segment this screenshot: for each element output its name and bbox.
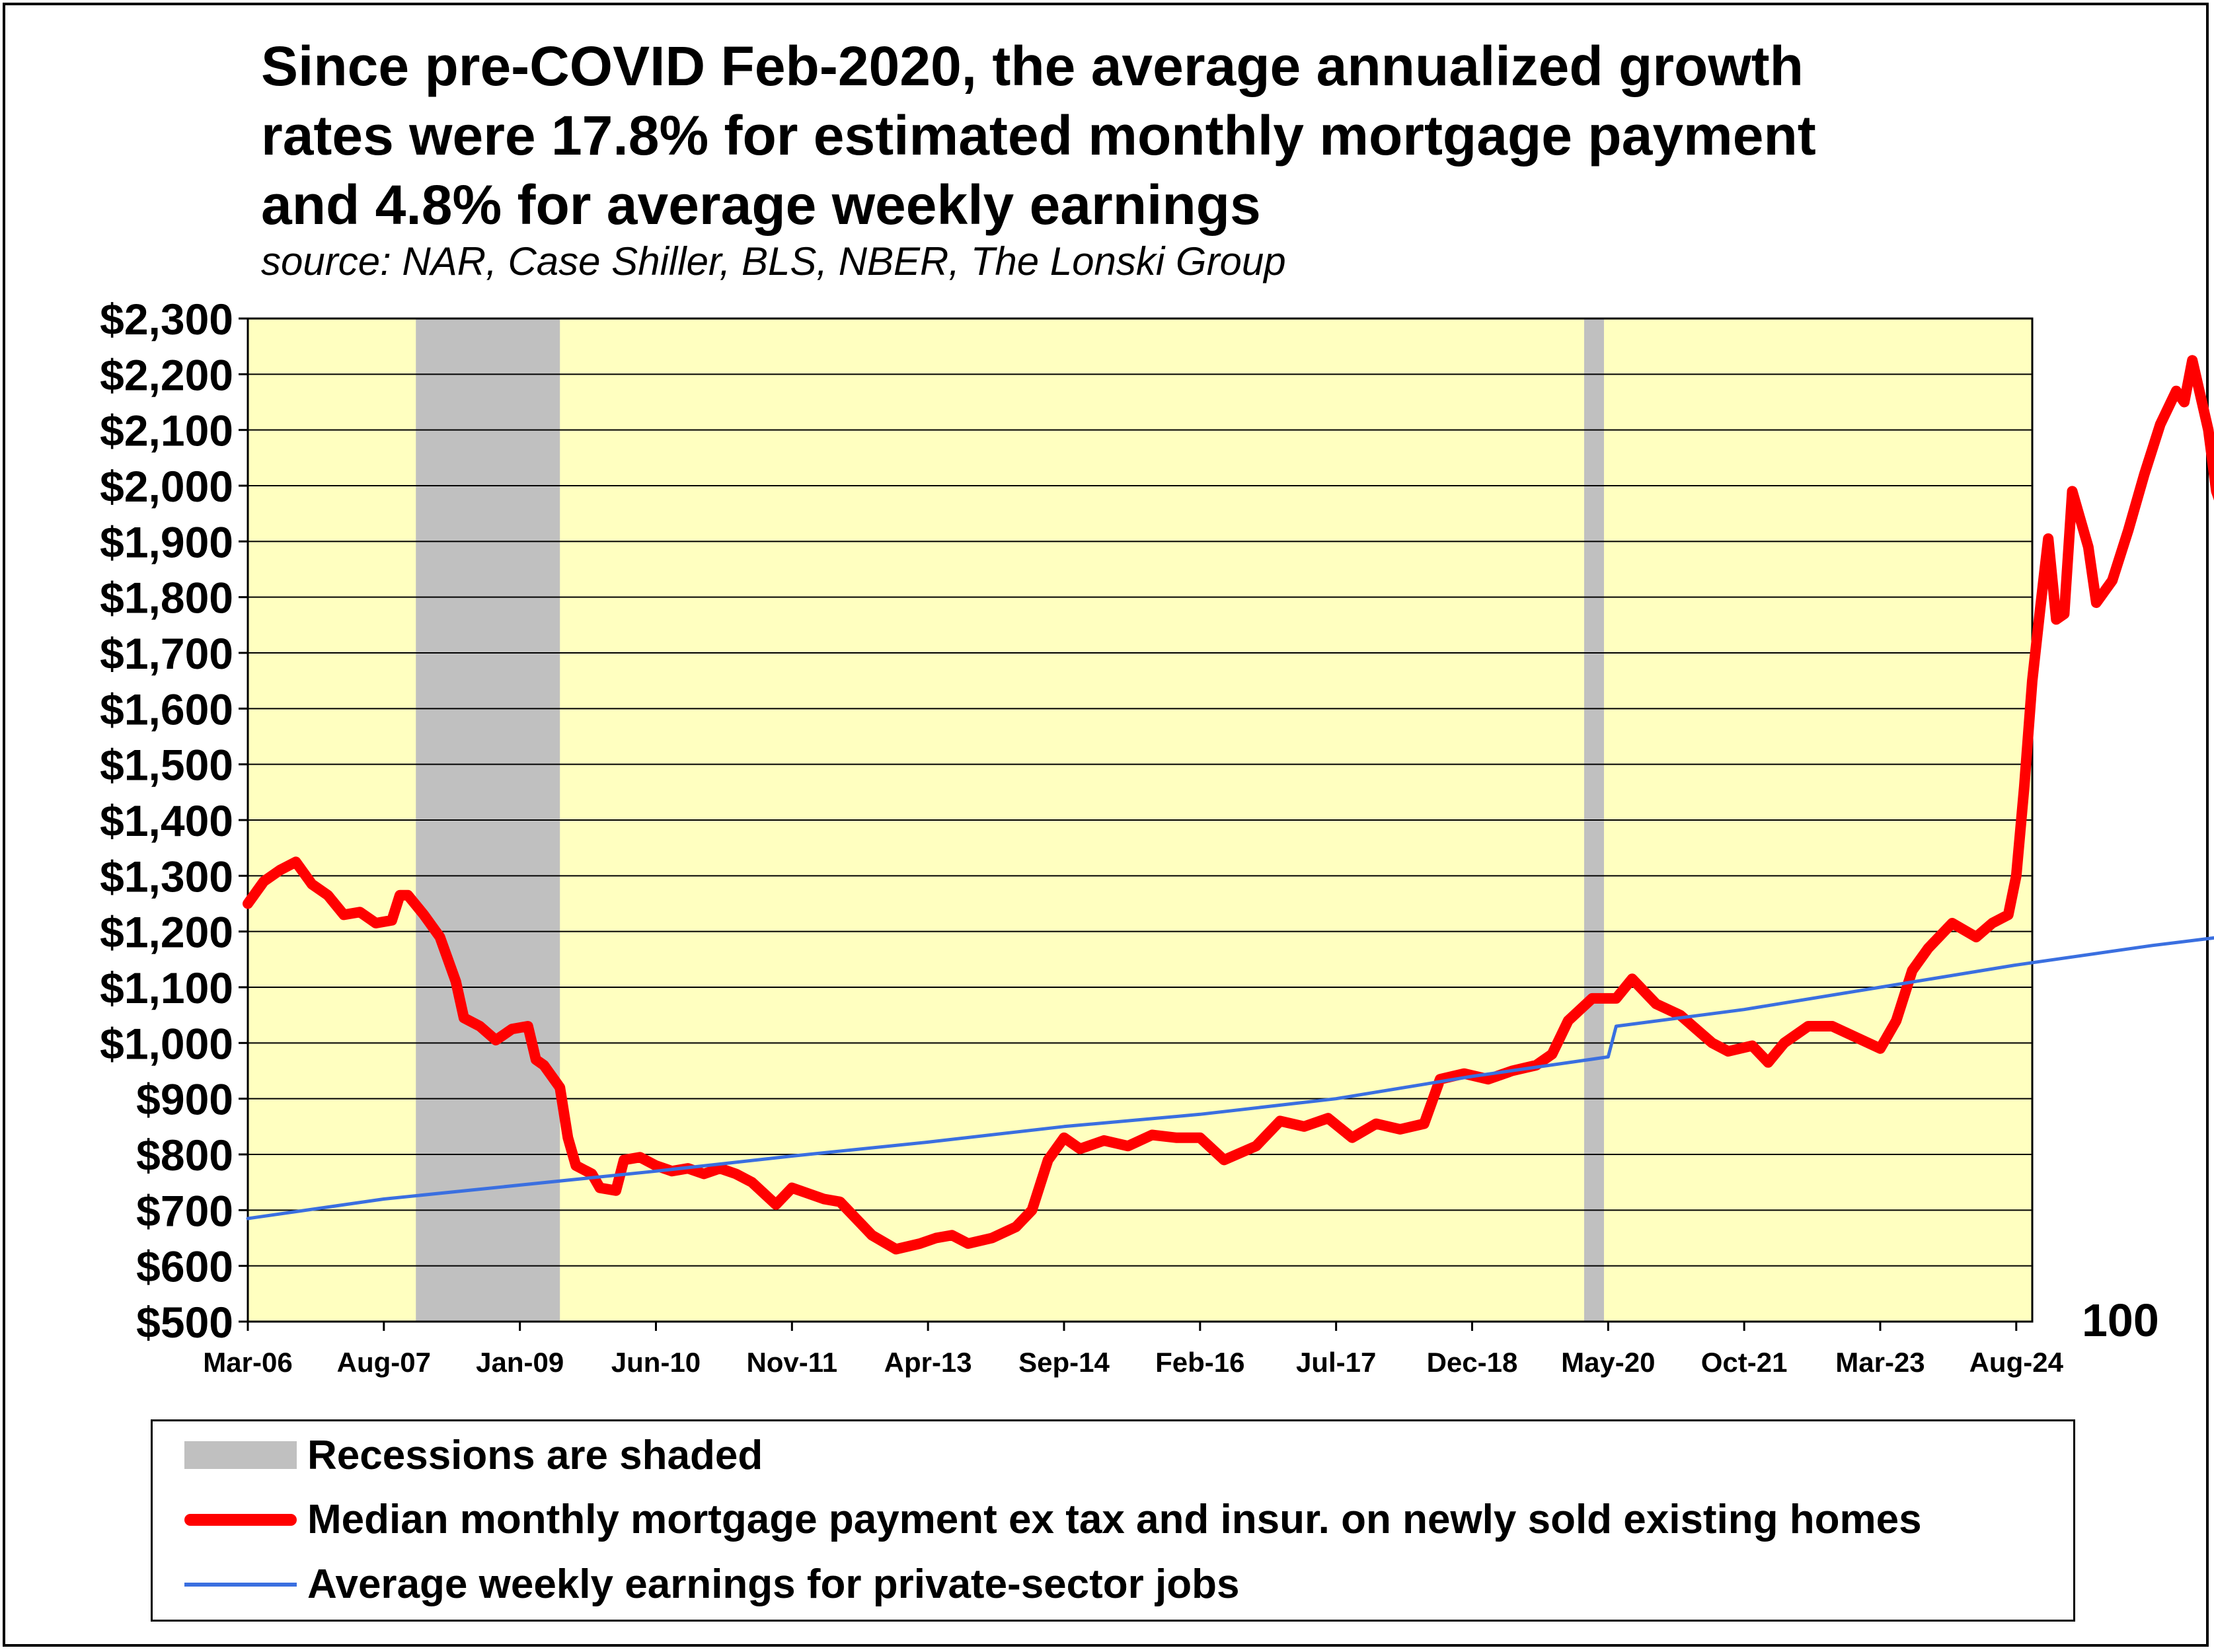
legend-swatch-earnings <box>184 1583 297 1587</box>
y-tick-label: $600 <box>136 1242 233 1291</box>
legend-label-mortgage: Median monthly mortgage payment ex tax a… <box>307 1497 1922 1542</box>
x-tick-label: May-20 <box>1561 1347 1655 1378</box>
y-tick-label: $2,200 <box>100 350 233 399</box>
x-tick-label: Jan-09 <box>476 1347 564 1378</box>
x-tick-label: Apr-13 <box>884 1347 972 1378</box>
chart-plot: $500 $600 $700 $800 $900 $1,000 $1,100 $1,200 $1… <box>100 295 2214 1378</box>
y-tick-label: $1,500 <box>100 741 233 790</box>
legend-item-recessions: Recessions are shaded <box>153 1424 2073 1490</box>
y-tick-label: $1,400 <box>100 796 233 845</box>
legend-item-earnings: Average weekly earnings for private-sect… <box>153 1556 2073 1622</box>
y-tick-label: $1,100 <box>100 963 233 1012</box>
x-tick-label: Mar-23 <box>1835 1347 1925 1378</box>
y-tick-label: $800 <box>136 1131 233 1180</box>
y-tick-label: $1,900 <box>100 517 233 566</box>
y-tick-label: $500 <box>136 1298 233 1347</box>
y-tick-label: $1,600 <box>100 685 233 733</box>
x-tick-label: Jul-17 <box>1296 1347 1376 1378</box>
y-tick-label: $1,800 <box>100 574 233 622</box>
y-tick-label: $900 <box>136 1075 233 1124</box>
x-tick-label: Nov-11 <box>746 1347 837 1378</box>
chart-title-line-2: rates were 17.8% for estimated monthly m… <box>261 104 1816 167</box>
y-tick-label: $2,300 <box>100 295 233 344</box>
x-tick-label: Aug-24 <box>1969 1347 2064 1378</box>
y-tick-label: $2,000 <box>100 462 233 511</box>
y-tick-label: $1,300 <box>100 852 233 901</box>
chart-title-line-1: Since pre-COVID Feb-2020, the average an… <box>261 35 1804 97</box>
x-tick-label: Aug-07 <box>337 1347 431 1378</box>
legend-label-earnings: Average weekly earnings for private-sect… <box>307 1561 1240 1607</box>
chart-frame <box>3 3 2209 1647</box>
y-tick-label: $2,100 <box>100 406 233 455</box>
legend-swatch-mortgage <box>184 1514 297 1526</box>
legend: Recessions are shaded Median monthly mor… <box>151 1419 2075 1622</box>
plot-border <box>247 317 2034 1323</box>
y-tick-label: $1,700 <box>100 629 233 678</box>
legend-label-recessions: Recessions are shaded <box>307 1433 763 1478</box>
y-tick-label: $700 <box>136 1186 233 1235</box>
x-tick-label: Dec-18 <box>1427 1347 1518 1378</box>
y-tick-label: $1,000 <box>100 1019 233 1068</box>
mortgage-payment-line <box>243 355 2214 1255</box>
x-tick-label: Mar-06 <box>203 1347 292 1378</box>
x-tick-label: Feb-16 <box>1155 1347 1244 1378</box>
x-tick-label: Sep-14 <box>1018 1347 1110 1378</box>
chart-subtitle: source: NAR, Case Shiller, BLS, NBER, Th… <box>261 239 1286 283</box>
y-tick-label: $1,200 <box>100 908 233 957</box>
x-tick-label: Oct-21 <box>1701 1347 1788 1378</box>
legend-item-mortgage: Median monthly mortgage payment ex tax a… <box>153 1490 2073 1556</box>
chart-title-line-3: and 4.8% for average weekly earnings <box>261 174 1261 236</box>
weekly-earnings-line <box>246 936 2214 1220</box>
x-tick-label: Jun-10 <box>611 1347 701 1378</box>
secondary-axis-label: 100 <box>2082 1295 2159 1346</box>
legend-swatch-recession <box>184 1441 297 1469</box>
